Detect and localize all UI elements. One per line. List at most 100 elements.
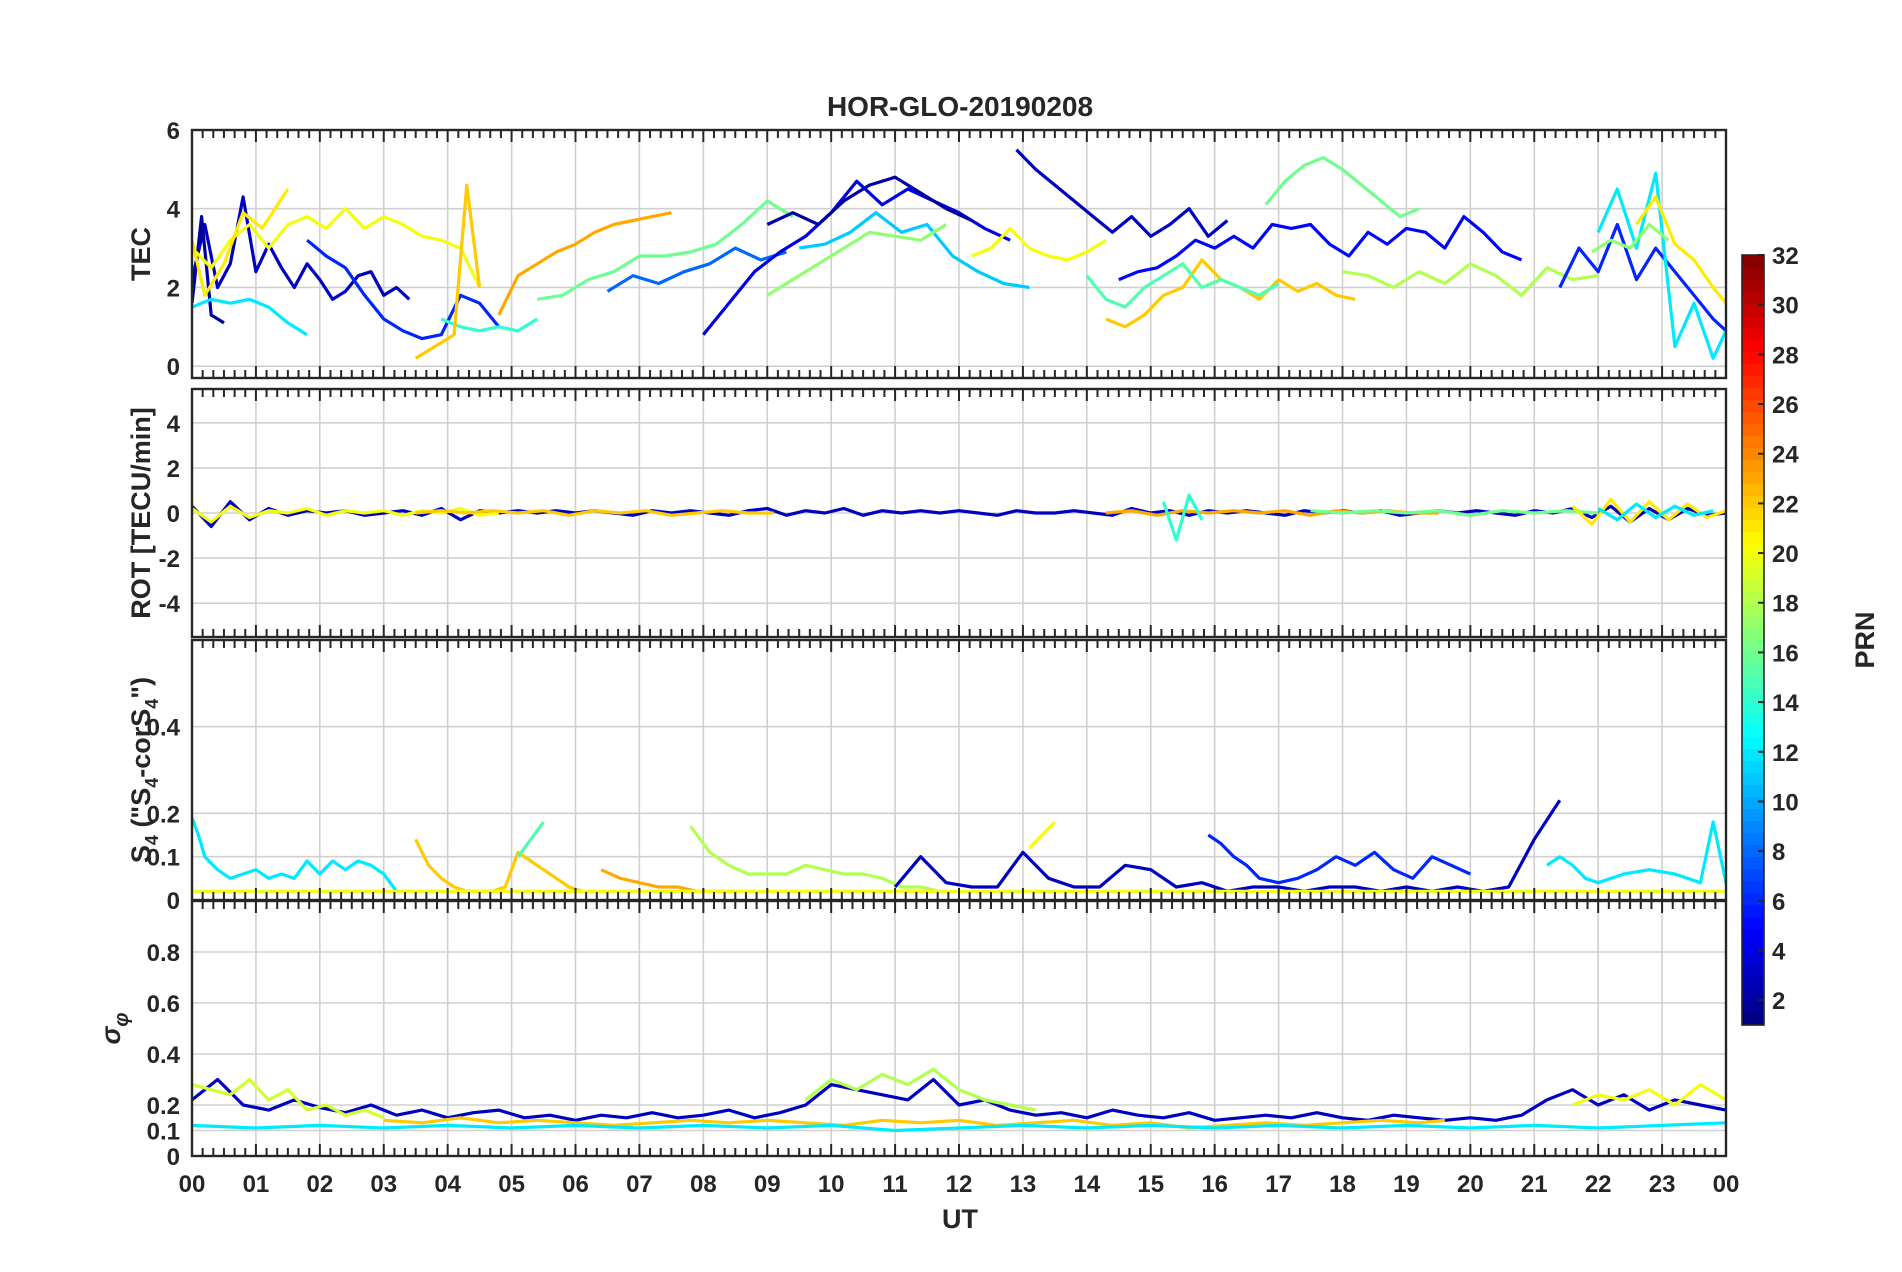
prn-trace xyxy=(766,223,948,297)
prn-trace xyxy=(383,1116,1445,1130)
colorbar-tick-label: 14 xyxy=(1772,690,1799,717)
s4-gridlines xyxy=(191,640,1727,901)
colorbar-tick-label: 24 xyxy=(1772,442,1799,469)
colorbar-segment xyxy=(1742,892,1764,906)
prn-trace xyxy=(440,317,539,333)
y-tick-label: 0.4 xyxy=(147,1042,181,1069)
y-tick-label: 0 xyxy=(167,501,180,528)
colorbar-tick-label: 4 xyxy=(1772,938,1786,965)
prn-trace xyxy=(804,1067,1037,1112)
panel-s4: 0 0.1 0.2 0.4 S4 ("S4-corS4") xyxy=(126,638,1728,915)
prn-trace xyxy=(192,195,411,301)
prn-trace xyxy=(192,817,398,893)
prn-trace xyxy=(306,238,501,341)
prn-trace xyxy=(192,1077,1726,1122)
y-tick-label: 0.8 xyxy=(147,940,180,967)
prn-trace xyxy=(971,226,1107,262)
prn-trace xyxy=(414,838,595,893)
colorbar-segment xyxy=(1742,483,1764,497)
sigma-phi-gridlines xyxy=(191,901,1727,1157)
colorbar-segment xyxy=(1742,808,1764,822)
x-tick-label: 21 xyxy=(1521,1171,1548,1198)
x-tick-label: 09 xyxy=(754,1171,781,1198)
colorbar-segment xyxy=(1742,447,1764,461)
prn-trace xyxy=(192,207,482,289)
colorbar-segment xyxy=(1742,688,1764,701)
colorbar-segment xyxy=(1742,411,1764,425)
colorbar-segment xyxy=(1742,435,1764,449)
x-tick-label: 03 xyxy=(370,1171,397,1198)
prn-trace xyxy=(702,179,1011,336)
x-tick-label: 04 xyxy=(434,1171,461,1198)
panel-tec: 0 2 4 6 TEC xyxy=(126,118,1728,381)
colorbar-segment xyxy=(1742,964,1764,978)
y-tick-label: -2 xyxy=(159,546,180,573)
x-tick-label: 00 xyxy=(1713,1171,1740,1198)
y-tick-label: 0 xyxy=(167,888,180,915)
colorbar-segment xyxy=(1742,471,1764,485)
colorbar-segment xyxy=(1742,315,1764,328)
colorbar-frame xyxy=(1741,254,1765,1026)
panel-rot: -4 -2 0 2 4 ROT [TECU/min] xyxy=(126,387,1728,639)
x-tick-label: 16 xyxy=(1201,1171,1228,1198)
prn-trace xyxy=(1028,820,1057,850)
y-tick-label: 2 xyxy=(167,456,180,483)
prn-trace xyxy=(1118,215,1523,282)
y-tick-label: 4 xyxy=(167,411,181,438)
colorbar-segment xyxy=(1742,543,1764,557)
colorbar-segment xyxy=(1742,351,1764,364)
tec-y-ticks: 0 2 4 6 xyxy=(167,118,181,381)
x-tick-label: 23 xyxy=(1649,1171,1676,1198)
colorbar-segment xyxy=(1742,844,1764,858)
colorbar-segment xyxy=(1742,375,1764,388)
colorbar-tick-label: 18 xyxy=(1772,591,1799,618)
y-tick-label: 2 xyxy=(167,275,180,302)
x-tick-label: 20 xyxy=(1457,1171,1484,1198)
colorbar-segment xyxy=(1742,567,1764,581)
x-tick-label: 01 xyxy=(243,1171,270,1198)
colorbar-tick-label: 16 xyxy=(1772,640,1799,667)
x-tick-label: 22 xyxy=(1585,1171,1612,1198)
colorbar-segment xyxy=(1742,832,1764,846)
colorbar-segment xyxy=(1742,459,1764,473)
x-tick-label: 02 xyxy=(306,1171,333,1198)
x-tick-labels: 00 01 02 03 04 05 06 07 08 09 10 11 12 13 14 15 16 17 18 19… xyxy=(179,1171,1740,1198)
prn-trace xyxy=(766,175,973,227)
tec-axes-frame xyxy=(190,128,1728,380)
colorbar-segment xyxy=(1742,507,1764,521)
x-tick-label: 14 xyxy=(1073,1171,1100,1198)
x-tick-label: 15 xyxy=(1137,1171,1164,1198)
y-tick-label: 0.1 xyxy=(147,1119,180,1146)
prn-trace xyxy=(689,825,941,893)
colorbar-tick-label: 20 xyxy=(1772,541,1799,568)
prn-trace xyxy=(516,821,545,858)
colorbar-segment xyxy=(1742,760,1764,773)
colorbar-segment xyxy=(1742,712,1764,725)
colorbar-segment xyxy=(1742,640,1764,653)
rot-y-label: ROT [TECU/min] xyxy=(126,407,156,618)
colorbar-label: PRN xyxy=(1850,611,1880,668)
colorbar-segment xyxy=(1742,952,1764,966)
y-tick-label: 6 xyxy=(167,118,180,145)
prn-trace xyxy=(1546,820,1726,885)
sigma-phi-axes-frame xyxy=(190,899,1728,1158)
colorbar-tick-label: 22 xyxy=(1772,491,1799,518)
colorbar-segment xyxy=(1742,279,1764,292)
y-tick-label: 0 xyxy=(167,1144,180,1171)
prn-trace xyxy=(1085,262,1280,309)
colorbar-segment xyxy=(1742,615,1764,629)
colorbar-segment xyxy=(1742,267,1764,280)
trace-group xyxy=(192,493,1726,542)
colorbar-segment xyxy=(1742,591,1764,605)
colorbar-tick-label: 30 xyxy=(1772,293,1799,320)
colorbar-segment xyxy=(1742,327,1764,340)
prn-trace xyxy=(606,246,787,293)
prn-trace xyxy=(192,1077,385,1120)
s4-y-ticks: 0 0.1 0.2 0.4 xyxy=(147,715,181,915)
colorbar-tick-label: 32 xyxy=(1772,243,1799,270)
prn-trace xyxy=(1207,833,1471,885)
colorbar-segment xyxy=(1742,916,1764,930)
colorbar-segment xyxy=(1742,555,1764,569)
x-tick-label: 17 xyxy=(1265,1171,1292,1198)
